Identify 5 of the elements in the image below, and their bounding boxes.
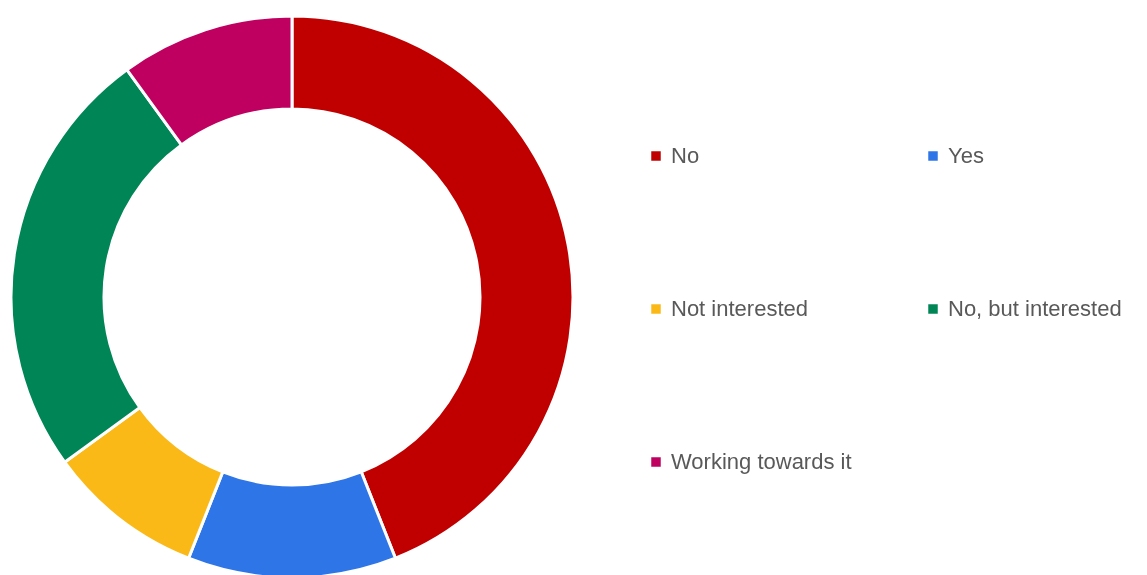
legend-label: Not interested xyxy=(671,296,808,321)
legend-label: Yes xyxy=(948,143,984,168)
legend-label: No xyxy=(671,143,700,168)
legend-label: Working towards it xyxy=(671,449,852,474)
legend-label: No, but interested xyxy=(948,296,1122,321)
